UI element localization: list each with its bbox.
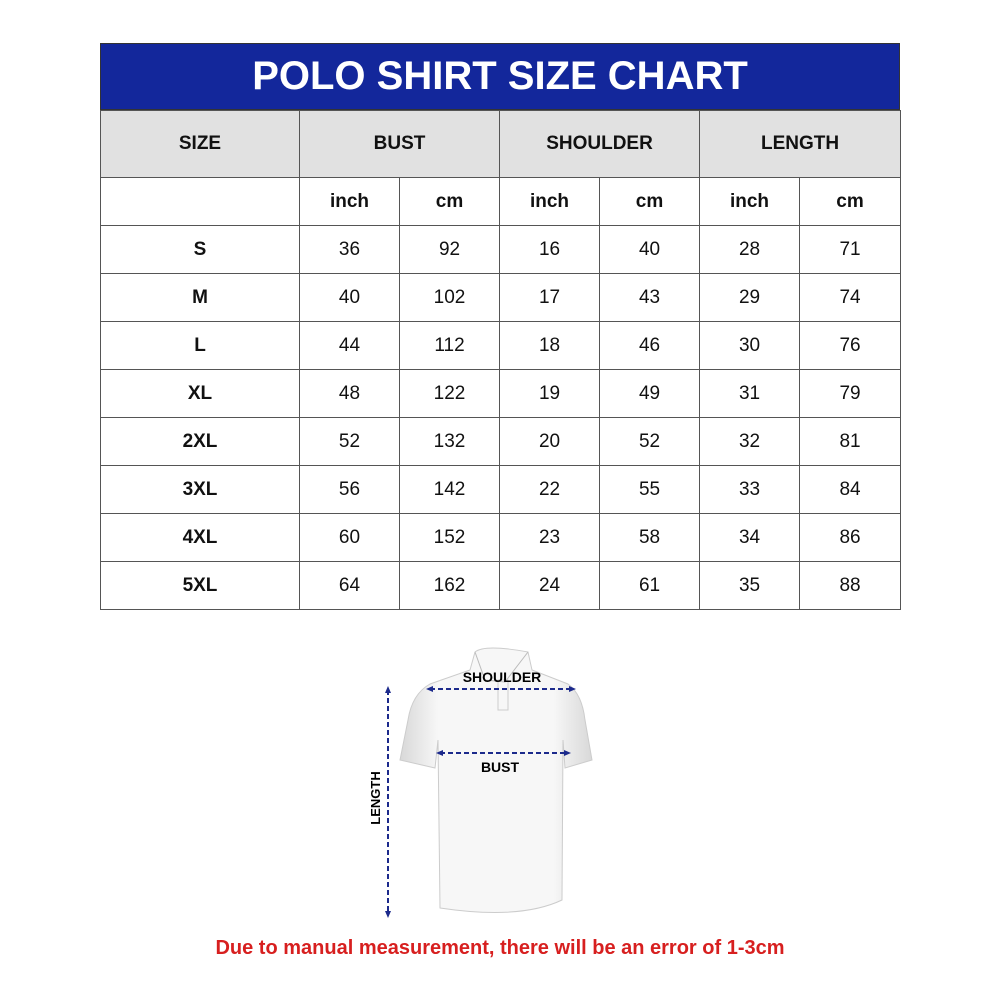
value-cell: 52 xyxy=(599,417,701,466)
unit-cell: inch xyxy=(699,177,801,226)
table-row: 5XL 64 162 24 61 35 88 xyxy=(100,561,902,610)
size-cell: 3XL xyxy=(100,465,300,514)
value-cell: 48 xyxy=(299,369,400,418)
value-cell: 52 xyxy=(299,417,400,466)
value-cell: 40 xyxy=(299,273,400,322)
unit-cell: inch xyxy=(299,177,400,226)
table-row: XL 48 122 19 49 31 79 xyxy=(100,369,902,418)
value-cell: 19 xyxy=(499,369,601,418)
value-cell: 46 xyxy=(599,321,701,370)
value-cell: 49 xyxy=(599,369,701,418)
value-cell: 23 xyxy=(499,513,601,562)
header-size: SIZE xyxy=(100,110,300,178)
value-cell: 35 xyxy=(699,561,801,610)
value-cell: 76 xyxy=(799,321,902,370)
value-cell: 56 xyxy=(299,465,400,514)
value-cell: 84 xyxy=(799,465,902,514)
value-cell: 88 xyxy=(799,561,902,610)
unit-cell: cm xyxy=(599,177,701,226)
value-cell: 55 xyxy=(599,465,701,514)
value-cell: 71 xyxy=(799,225,902,274)
header-shoulder: SHOULDER xyxy=(499,110,701,178)
value-cell: 102 xyxy=(398,273,501,322)
size-cell: S xyxy=(100,225,300,274)
value-cell: 122 xyxy=(398,369,501,418)
value-cell: 142 xyxy=(398,465,501,514)
value-cell: 92 xyxy=(398,225,501,274)
value-cell: 34 xyxy=(699,513,801,562)
unit-cell: cm xyxy=(799,177,902,226)
value-cell: 132 xyxy=(398,417,501,466)
chart-title: POLO SHIRT SIZE CHART xyxy=(100,43,900,110)
value-cell: 61 xyxy=(599,561,701,610)
value-cell: 74 xyxy=(799,273,902,322)
value-cell: 16 xyxy=(499,225,601,274)
value-cell: 36 xyxy=(299,225,400,274)
measurement-note: Due to manual measurement, there will be… xyxy=(215,937,785,959)
unit-cell: inch xyxy=(499,177,601,226)
size-cell: XL xyxy=(100,369,300,418)
size-cell: M xyxy=(100,273,300,322)
unit-blank xyxy=(100,177,300,226)
header-row: SIZE BUST SHOULDER LENGTH xyxy=(100,110,902,178)
value-cell: 22 xyxy=(499,465,601,514)
polo-shirt-image xyxy=(399,647,593,913)
shoulder-label: SHOULDER xyxy=(463,669,542,685)
value-cell: 29 xyxy=(699,273,801,322)
value-cell: 58 xyxy=(599,513,701,562)
unit-row: inch cm inch cm inch cm xyxy=(100,177,902,226)
value-cell: 162 xyxy=(398,561,501,610)
value-cell: 64 xyxy=(299,561,400,610)
header-length: LENGTH xyxy=(699,110,902,178)
bust-label: BUST xyxy=(481,759,520,775)
value-cell: 33 xyxy=(699,465,801,514)
value-cell: 152 xyxy=(398,513,501,562)
table-row: 2XL 52 132 20 52 32 81 xyxy=(100,417,902,466)
value-cell: 32 xyxy=(699,417,801,466)
table-row: S 36 92 16 40 28 71 xyxy=(100,225,902,274)
value-cell: 79 xyxy=(799,369,902,418)
value-cell: 30 xyxy=(699,321,801,370)
value-cell: 31 xyxy=(699,369,801,418)
value-cell: 20 xyxy=(499,417,601,466)
value-cell: 40 xyxy=(599,225,701,274)
size-cell: 2XL xyxy=(100,417,300,466)
table-row: L 44 112 18 46 30 76 xyxy=(100,321,902,370)
size-cell: L xyxy=(100,321,300,370)
table-row: 3XL 56 142 22 55 33 84 xyxy=(100,465,902,514)
value-cell: 86 xyxy=(799,513,902,562)
value-cell: 17 xyxy=(499,273,601,322)
shirt-diagram: SHOULDER BUST LENGTH xyxy=(360,640,610,930)
value-cell: 18 xyxy=(499,321,601,370)
size-cell: 5XL xyxy=(100,561,300,610)
size-cell: 4XL xyxy=(100,513,300,562)
value-cell: 112 xyxy=(398,321,501,370)
size-table: SIZE BUST SHOULDER LENGTH inch cm inch c… xyxy=(100,110,902,610)
value-cell: 28 xyxy=(699,225,801,274)
value-cell: 81 xyxy=(799,417,902,466)
value-cell: 60 xyxy=(299,513,400,562)
table-row: 4XL 60 152 23 58 34 86 xyxy=(100,513,902,562)
header-bust: BUST xyxy=(298,110,501,178)
length-label: LENGTH xyxy=(368,771,383,824)
value-cell: 43 xyxy=(599,273,701,322)
value-cell: 44 xyxy=(299,321,400,370)
value-cell: 24 xyxy=(499,561,601,610)
unit-cell: cm xyxy=(398,177,501,226)
table-row: M 40 102 17 43 29 74 xyxy=(100,273,902,322)
